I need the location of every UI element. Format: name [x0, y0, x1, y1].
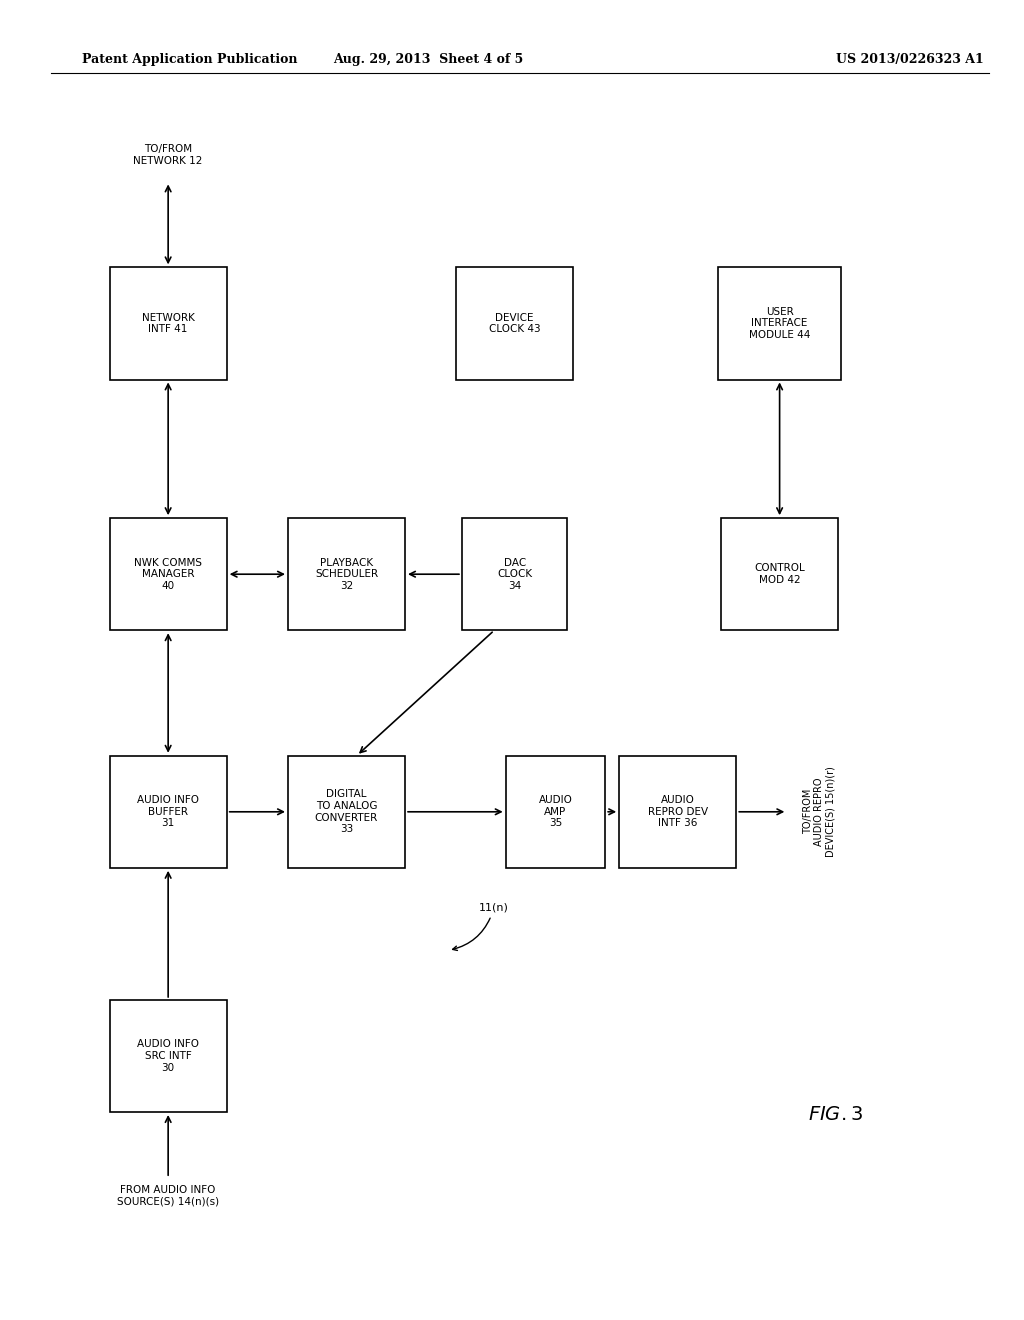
FancyBboxPatch shape: [718, 267, 841, 380]
FancyBboxPatch shape: [110, 1001, 226, 1111]
Text: DEVICE
CLOCK 43: DEVICE CLOCK 43: [488, 313, 541, 334]
FancyBboxPatch shape: [721, 519, 839, 631]
FancyBboxPatch shape: [288, 755, 406, 869]
Text: Aug. 29, 2013  Sheet 4 of 5: Aug. 29, 2013 Sheet 4 of 5: [333, 53, 523, 66]
FancyBboxPatch shape: [110, 519, 226, 631]
FancyBboxPatch shape: [620, 755, 736, 869]
Text: PLAYBACK
SCHEDULER
32: PLAYBACK SCHEDULER 32: [315, 557, 378, 591]
Text: TO/FROM
NETWORK 12: TO/FROM NETWORK 12: [133, 144, 203, 165]
Text: NWK COMMS
MANAGER
40: NWK COMMS MANAGER 40: [134, 557, 202, 591]
Text: AUDIO INFO
BUFFER
31: AUDIO INFO BUFFER 31: [137, 795, 199, 829]
Text: DAC
CLOCK
34: DAC CLOCK 34: [497, 557, 532, 591]
Text: NETWORK
INTF 41: NETWORK INTF 41: [141, 313, 195, 334]
Text: CONTROL
MOD 42: CONTROL MOD 42: [755, 564, 805, 585]
FancyBboxPatch shape: [110, 755, 226, 869]
Text: DIGITAL
TO ANALOG
CONVERTER
33: DIGITAL TO ANALOG CONVERTER 33: [314, 789, 378, 834]
FancyBboxPatch shape: [456, 267, 573, 380]
FancyBboxPatch shape: [110, 267, 226, 380]
FancyBboxPatch shape: [506, 755, 605, 869]
FancyBboxPatch shape: [462, 519, 567, 631]
Text: $\it{FIG. 3}$: $\it{FIG. 3}$: [808, 1106, 863, 1125]
Text: FROM AUDIO INFO
SOURCE(S) 14(n)(s): FROM AUDIO INFO SOURCE(S) 14(n)(s): [117, 1185, 219, 1206]
Text: TO/FROM
AUDIO REPRO
DEVICE(S) 15(n)(r): TO/FROM AUDIO REPRO DEVICE(S) 15(n)(r): [803, 767, 836, 857]
Text: US 2013/0226323 A1: US 2013/0226323 A1: [836, 53, 983, 66]
Text: AUDIO
AMP
35: AUDIO AMP 35: [539, 795, 572, 829]
Text: AUDIO INFO
SRC INTF
30: AUDIO INFO SRC INTF 30: [137, 1039, 199, 1073]
Text: AUDIO
REPRO DEV
INTF 36: AUDIO REPRO DEV INTF 36: [647, 795, 708, 829]
FancyBboxPatch shape: [288, 519, 406, 631]
Text: 11(n): 11(n): [453, 903, 509, 950]
Text: Patent Application Publication: Patent Application Publication: [82, 53, 297, 66]
Text: USER
INTERFACE
MODULE 44: USER INTERFACE MODULE 44: [749, 306, 810, 341]
